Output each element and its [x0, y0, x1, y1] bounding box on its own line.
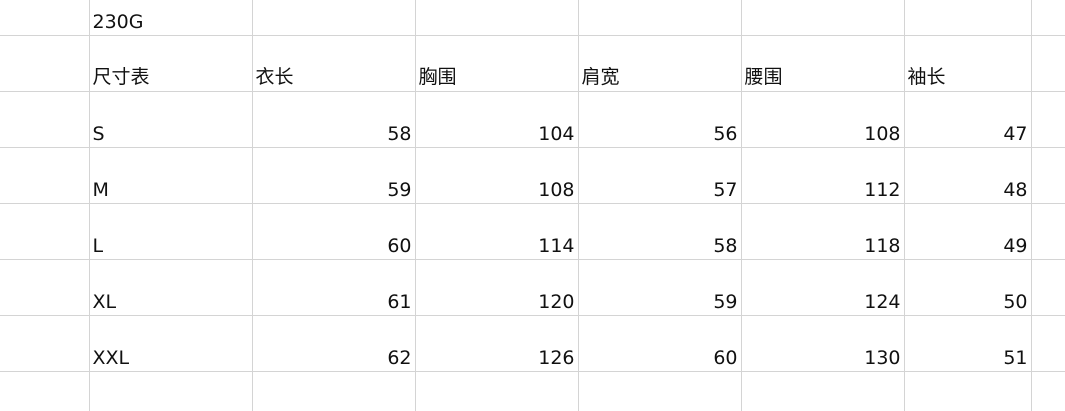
cell[interactable]: XL — [88, 258, 253, 316]
table-row: XXL 62 126 60 130 51 — [0, 314, 1065, 372]
cell[interactable] — [1030, 146, 1065, 204]
cell[interactable] — [88, 370, 253, 411]
cell[interactable]: 肩宽 — [577, 34, 742, 92]
cell[interactable]: 57 — [577, 146, 742, 204]
cell[interactable]: 108 — [414, 146, 579, 204]
table-row: S 58 104 56 108 47 — [0, 90, 1065, 148]
cell[interactable] — [740, 370, 905, 411]
cell[interactable] — [1030, 34, 1065, 92]
cell[interactable]: XXL — [88, 314, 253, 372]
cell[interactable] — [0, 258, 90, 316]
cell[interactable] — [577, 0, 742, 36]
cell[interactable] — [1030, 90, 1065, 148]
cell[interactable] — [0, 202, 90, 260]
table-row: L 60 114 58 118 49 — [0, 202, 1065, 260]
cell[interactable]: M — [88, 146, 253, 204]
cell[interactable] — [0, 314, 90, 372]
cell[interactable] — [0, 90, 90, 148]
cell[interactable]: 118 — [740, 202, 905, 260]
cell[interactable]: L — [88, 202, 253, 260]
cell[interactable] — [414, 370, 579, 411]
cell[interactable] — [1030, 314, 1065, 372]
cell[interactable] — [1030, 0, 1065, 36]
cell[interactable]: 126 — [414, 314, 579, 372]
cell[interactable] — [0, 0, 90, 36]
cell[interactable]: 腰围 — [740, 34, 905, 92]
cell[interactable]: 袖长 — [903, 34, 1032, 92]
cell[interactable]: 47 — [903, 90, 1032, 148]
cell[interactable]: 58 — [251, 90, 416, 148]
cell[interactable]: 230G — [88, 0, 253, 36]
cell[interactable]: 59 — [251, 146, 416, 204]
cell[interactable]: 104 — [414, 90, 579, 148]
cell[interactable]: S — [88, 90, 253, 148]
cell[interactable]: 130 — [740, 314, 905, 372]
cell[interactable]: 61 — [251, 258, 416, 316]
cell[interactable]: 60 — [251, 202, 416, 260]
cell[interactable] — [577, 370, 742, 411]
cell[interactable]: 124 — [740, 258, 905, 316]
cell[interactable] — [0, 146, 90, 204]
cell[interactable]: 56 — [577, 90, 742, 148]
cell[interactable]: 49 — [903, 202, 1032, 260]
cell[interactable]: 衣长 — [251, 34, 416, 92]
cell[interactable] — [251, 0, 416, 36]
cell[interactable] — [0, 34, 90, 92]
cell[interactable]: 胸围 — [414, 34, 579, 92]
row-weight: 230G — [0, 0, 1065, 36]
cell[interactable]: 60 — [577, 314, 742, 372]
cell[interactable] — [1030, 370, 1065, 411]
cell[interactable]: 114 — [414, 202, 579, 260]
cell[interactable] — [414, 0, 579, 36]
cell[interactable] — [251, 370, 416, 411]
cell[interactable]: 尺寸表 — [88, 34, 253, 92]
table-row: XL 61 120 59 124 50 — [0, 258, 1065, 316]
cell[interactable]: 108 — [740, 90, 905, 148]
cell[interactable]: 59 — [577, 258, 742, 316]
cell[interactable] — [903, 370, 1032, 411]
cell[interactable] — [903, 0, 1032, 36]
empty-row — [0, 370, 1065, 411]
header-row: 尺寸表 衣长 胸围 肩宽 腰围 袖长 — [0, 34, 1065, 92]
cell[interactable] — [1030, 258, 1065, 316]
cell[interactable] — [0, 370, 90, 411]
table-row: M 59 108 57 112 48 — [0, 146, 1065, 204]
cell[interactable]: 58 — [577, 202, 742, 260]
cell[interactable]: 62 — [251, 314, 416, 372]
cell[interactable]: 48 — [903, 146, 1032, 204]
cell[interactable] — [740, 0, 905, 36]
cell[interactable]: 50 — [903, 258, 1032, 316]
cell[interactable]: 120 — [414, 258, 579, 316]
cell[interactable]: 51 — [903, 314, 1032, 372]
cell[interactable]: 112 — [740, 146, 905, 204]
cell[interactable] — [1030, 202, 1065, 260]
